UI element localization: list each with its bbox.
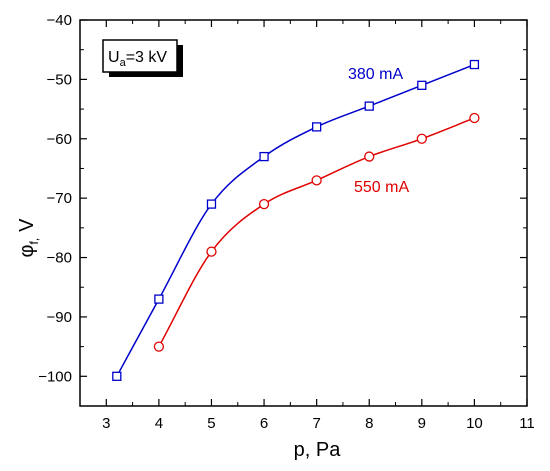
y-tick-label: −100 bbox=[38, 368, 72, 385]
series-0 bbox=[112, 59, 480, 381]
y-axis-title: φf,V bbox=[16, 218, 41, 258]
data-point bbox=[311, 175, 322, 186]
data-point bbox=[258, 198, 270, 210]
data-point bbox=[364, 151, 375, 162]
data-point bbox=[206, 199, 217, 209]
annotation-text: Ua=3 kV bbox=[108, 49, 167, 69]
x-axis: 3 4 5 6 7 8 9 10 11 bbox=[102, 20, 535, 432]
y-tick-label: −80 bbox=[47, 250, 72, 267]
x-tick-label: 5 bbox=[207, 415, 215, 432]
y-axis: −100 −90 −80 −70 −60 −50 −40 bbox=[38, 12, 527, 385]
data-point bbox=[259, 151, 269, 162]
data-point bbox=[364, 101, 374, 111]
x-tick-label: 3 bbox=[102, 415, 110, 432]
series-label-550: 550 mA bbox=[354, 179, 409, 196]
data-point bbox=[154, 294, 164, 304]
x-tick-label: 6 bbox=[260, 415, 268, 432]
data-point bbox=[417, 80, 427, 90]
series-1 bbox=[153, 112, 480, 352]
data-point bbox=[112, 371, 122, 381]
series-layer bbox=[112, 59, 480, 381]
data-point bbox=[469, 112, 480, 124]
series-label-380: 380 mA bbox=[348, 66, 403, 83]
y-tick-label: −70 bbox=[47, 190, 72, 207]
x-tick-label: 7 bbox=[312, 415, 320, 432]
y-tick-label: −60 bbox=[47, 131, 72, 148]
data-point bbox=[311, 122, 322, 132]
x-tick-label: 10 bbox=[466, 415, 483, 432]
y-tick-label: −40 bbox=[47, 12, 72, 29]
annotation-box-frame bbox=[102, 39, 178, 73]
annotation-box: Ua=3 kV bbox=[102, 39, 183, 77]
data-point bbox=[416, 133, 427, 144]
data-point bbox=[469, 59, 480, 70]
data-point bbox=[206, 246, 217, 257]
x-tick-label: 9 bbox=[418, 415, 426, 432]
series-line bbox=[158, 117, 475, 347]
series-line bbox=[116, 63, 475, 377]
y-tick-label: −50 bbox=[47, 71, 72, 88]
x-tick-label: 8 bbox=[365, 415, 373, 432]
x-tick-label: 4 bbox=[155, 415, 163, 432]
x-tick-label: 11 bbox=[519, 415, 535, 432]
x-axis-title: p, Pa bbox=[294, 439, 342, 461]
plot-area bbox=[79, 19, 528, 407]
data-point bbox=[153, 341, 165, 352]
y-tick-label: −90 bbox=[47, 309, 72, 326]
